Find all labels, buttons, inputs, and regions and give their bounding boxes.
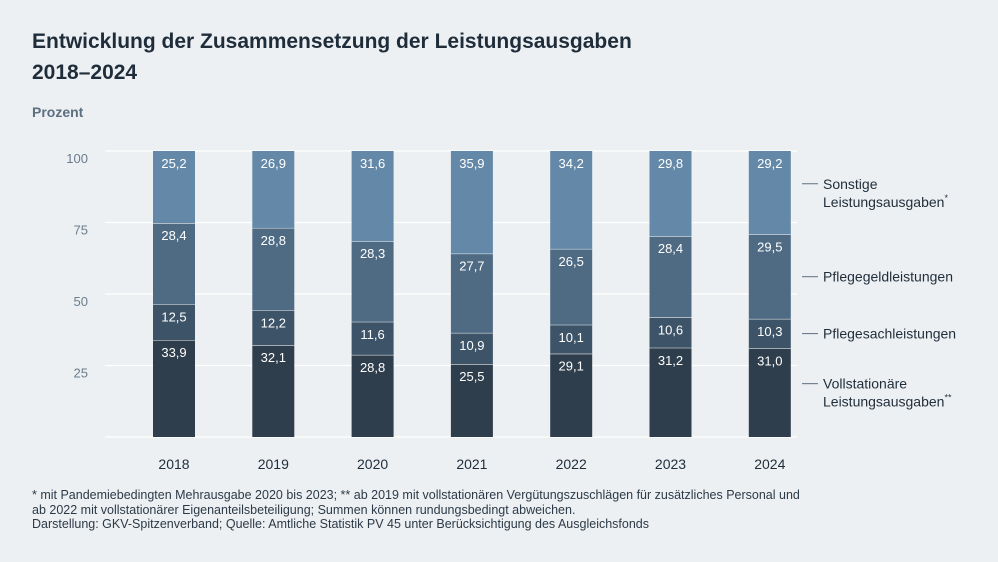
data-label-2022-series-1: 10,1 (559, 330, 584, 345)
data-label-2021-series-3: 35,9 (459, 156, 484, 171)
x-tick-label-2020: 2020 (357, 456, 388, 472)
y-tick-label-100: 100 (66, 151, 88, 166)
bar-2023-series-1 (649, 317, 692, 348)
chart-title: Entwicklung der Zusammensetzung der Leis… (32, 26, 632, 88)
data-label-2024-series-0: 31,0 (757, 353, 782, 368)
data-label-2022-series-2: 26,5 (559, 254, 584, 269)
data-label-2023-series-1: 10,6 (658, 322, 683, 337)
legend-label-series-2-line-0: Pflegegeldleistungen (823, 269, 953, 285)
legend-label-series-1-line-0: Pflegesachleistungen (823, 326, 956, 342)
bar-2024-series-1 (748, 318, 791, 349)
data-label-2021-series-1: 10,9 (459, 338, 484, 353)
bar-2019-series-0 (252, 345, 295, 437)
data-label-2019-series-2: 28,8 (261, 233, 286, 248)
legend-footnote-mark-series-3: * (944, 193, 948, 203)
legend-label-series-3-line-1: Leistungsausgaben* (823, 193, 948, 210)
data-label-2024-series-3: 29,2 (757, 156, 782, 171)
bar-2018-series-3 (153, 151, 195, 224)
data-label-2019-series-0: 32,1 (261, 350, 286, 365)
chart-title-line1: Entwicklung der Zusammensetzung der Leis… (32, 30, 632, 53)
bar-2018-series-0 (153, 340, 195, 437)
stacked-bar-chart: 25 50 75 100 33,9 12,5 28,4 25,2 2018 32,1 12,2 28,… (66, 150, 956, 472)
bar-2021-series-0 (450, 364, 493, 437)
footnote-line-3: Darstellung: GKV-Spitzenverband; Quelle:… (32, 517, 649, 531)
x-tick-label-2023: 2023 (655, 456, 686, 472)
bar-2023-series-3 (649, 151, 692, 237)
data-label-2023-series-2: 28,4 (658, 241, 683, 256)
data-label-2023-series-0: 31,2 (658, 353, 683, 368)
bar-2022-series-0 (550, 353, 593, 437)
data-label-2020-series-1: 11,6 (360, 327, 384, 342)
bar-2020-series-3 (351, 151, 394, 242)
chart-title-line2: 2018–2024 (32, 61, 138, 84)
bar-2021-series-3 (450, 151, 493, 254)
bar-2022-series-1 (550, 324, 593, 354)
y-tick-label-50: 50 (74, 294, 88, 309)
bar-2023-series-0 (649, 347, 692, 437)
data-label-2021-series-0: 25,5 (459, 369, 484, 384)
bar-2019-series-3 (252, 151, 295, 228)
data-label-2020-series-2: 28,3 (360, 246, 385, 261)
data-label-2019-series-3: 26,9 (261, 156, 286, 171)
x-tick-label-2021: 2021 (456, 456, 487, 472)
y-axis-label: Prozent (32, 104, 84, 120)
bar-2021-series-1 (450, 332, 493, 365)
legend-label-series-0-line-0: Vollstationäre (823, 376, 907, 392)
y-tick-label-75: 75 (74, 223, 88, 238)
data-label-2018-series-1: 12,5 (161, 309, 186, 324)
bar-2020-series-2 (351, 241, 394, 322)
data-label-2022-series-0: 29,1 (559, 359, 584, 374)
data-label-2020-series-0: 28,8 (360, 360, 385, 375)
legend-label-series-0-line-1: Leistungsausgaben** (823, 393, 952, 410)
bar-2022-series-2 (550, 248, 593, 325)
bar-2022-series-3 (550, 151, 593, 249)
data-label-2019-series-1: 12,2 (261, 315, 286, 330)
bar-2023-series-2 (649, 236, 692, 318)
bar-2024-series-2 (748, 234, 791, 319)
data-label-2023-series-3: 29,8 (658, 156, 683, 171)
data-label-2018-series-3: 25,2 (161, 156, 186, 171)
data-label-2022-series-3: 34,2 (559, 156, 584, 171)
bar-2019-series-1 (252, 310, 295, 346)
data-label-2018-series-0: 33,9 (161, 345, 186, 360)
footnote-line-1: * mit Pandemiebedingten Mehrausgabe 2020… (32, 488, 800, 502)
x-tick-label-2018: 2018 (158, 456, 189, 472)
bar-2020-series-1 (351, 321, 394, 355)
bar-2018-series-2 (153, 223, 195, 305)
bar-2020-series-0 (351, 354, 394, 437)
data-label-2021-series-2: 27,7 (459, 259, 484, 274)
x-tick-label-2022: 2022 (556, 456, 587, 472)
data-label-2018-series-2: 28,4 (161, 228, 186, 243)
legend-label-series-3-line-0: Sonstige (823, 176, 878, 192)
data-label-2024-series-2: 29,5 (757, 240, 782, 255)
bar-2021-series-2 (450, 253, 493, 333)
y-tick-label-25: 25 (74, 366, 88, 381)
bar-2024-series-0 (748, 348, 791, 437)
legend-footnote-mark-series-0: ** (944, 393, 952, 403)
bar-2024-series-3 (748, 151, 791, 235)
data-label-2020-series-3: 31,6 (360, 156, 385, 171)
footnote-line-2: ab 2022 mit vollstationärer Eigenanteils… (32, 502, 576, 517)
x-tick-label-2024: 2024 (754, 456, 785, 472)
x-tick-label-2019: 2019 (258, 456, 289, 472)
bar-2019-series-2 (252, 227, 295, 311)
footnote: * mit Pandemiebedingten Mehrausgabe 2020… (32, 488, 932, 532)
data-label-2024-series-1: 10,3 (757, 324, 782, 339)
bar-2018-series-1 (153, 304, 195, 341)
